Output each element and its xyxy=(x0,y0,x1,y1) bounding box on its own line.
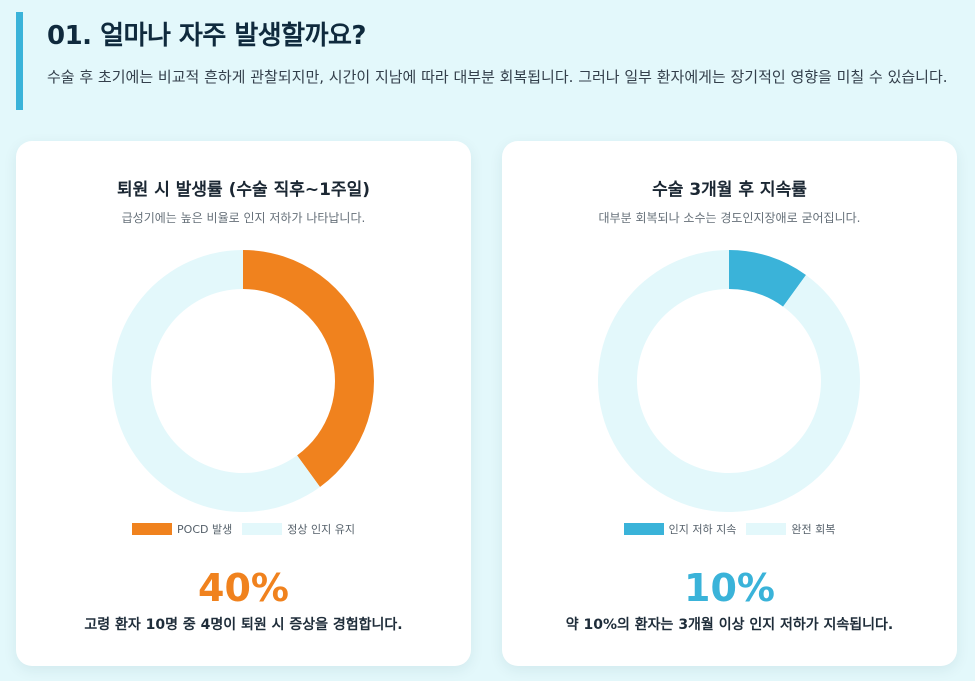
section-description: 수술 후 초기에는 비교적 흔하게 관찰되지만, 시간이 지남에 따라 대부분 … xyxy=(47,68,948,86)
legend-item[interactable]: 정상 인지 유지 xyxy=(242,521,355,537)
highlight-value: 40% xyxy=(198,566,289,610)
donut-chart xyxy=(598,250,860,512)
legend-swatch xyxy=(132,523,173,535)
legend-label: 완전 회복 xyxy=(791,523,836,536)
chart-subtitle: 대부분 회복되나 소수는 경도인지장애로 굳어집니다. xyxy=(598,211,861,225)
legend-label: 인지 저하 지속 xyxy=(668,523,737,536)
donut-chart xyxy=(111,250,374,512)
section-title: 01. 얼마나 자주 발생할까요? xyxy=(47,21,367,51)
chart-caption: 고령 환자 10명 중 4명이 퇴원 시 증상을 경험합니다. xyxy=(84,617,403,633)
donut-slice-1[interactable] xyxy=(729,250,806,307)
chart-caption: 약 10%의 환자는 3개월 이상 인지 저하가 지속됩니다. xyxy=(565,617,894,633)
donut-slice-2[interactable] xyxy=(111,250,320,512)
legend-item[interactable]: POCD 발생 xyxy=(132,521,232,537)
legend-label: 정상 인지 유지 xyxy=(287,523,355,536)
legend-item[interactable]: 인지 저하 지속 xyxy=(623,521,737,537)
chart-legend: POCD 발생 정상 인지 유지 xyxy=(16,521,471,537)
legend-label: POCD 발생 xyxy=(177,523,233,536)
chart-subtitle: 급성기에는 높은 비율로 인지 저하가 나타납니다. xyxy=(121,211,366,225)
chart-title: 퇴원 시 발생률 (수술 직후~1주일) xyxy=(117,180,370,200)
highlight-value: 10% xyxy=(684,566,775,610)
donut-slice-1[interactable] xyxy=(243,250,374,487)
discharge-incidence-card: 퇴원 시 발생률 (수술 직후~1주일) 급성기에는 높은 비율로 인지 저하가… xyxy=(16,141,471,666)
section-header: 01. 얼마나 자주 발생할까요? 수술 후 초기에는 비교적 흔하게 관찰되지… xyxy=(16,12,956,110)
legend-swatch xyxy=(746,523,787,535)
chart-title: 수술 3개월 후 지속률 xyxy=(652,180,807,200)
donut-slice-2[interactable] xyxy=(598,250,860,512)
legend-swatch xyxy=(242,523,283,535)
three-month-persistence-card: 수술 3개월 후 지속률 대부분 회복되나 소수는 경도인지장애로 굳어집니다.… xyxy=(502,141,957,666)
legend-item[interactable]: 완전 회복 xyxy=(746,521,835,537)
chart-legend: 인지 저하 지속 완전 회복 xyxy=(502,521,957,537)
legend-swatch xyxy=(623,523,664,535)
